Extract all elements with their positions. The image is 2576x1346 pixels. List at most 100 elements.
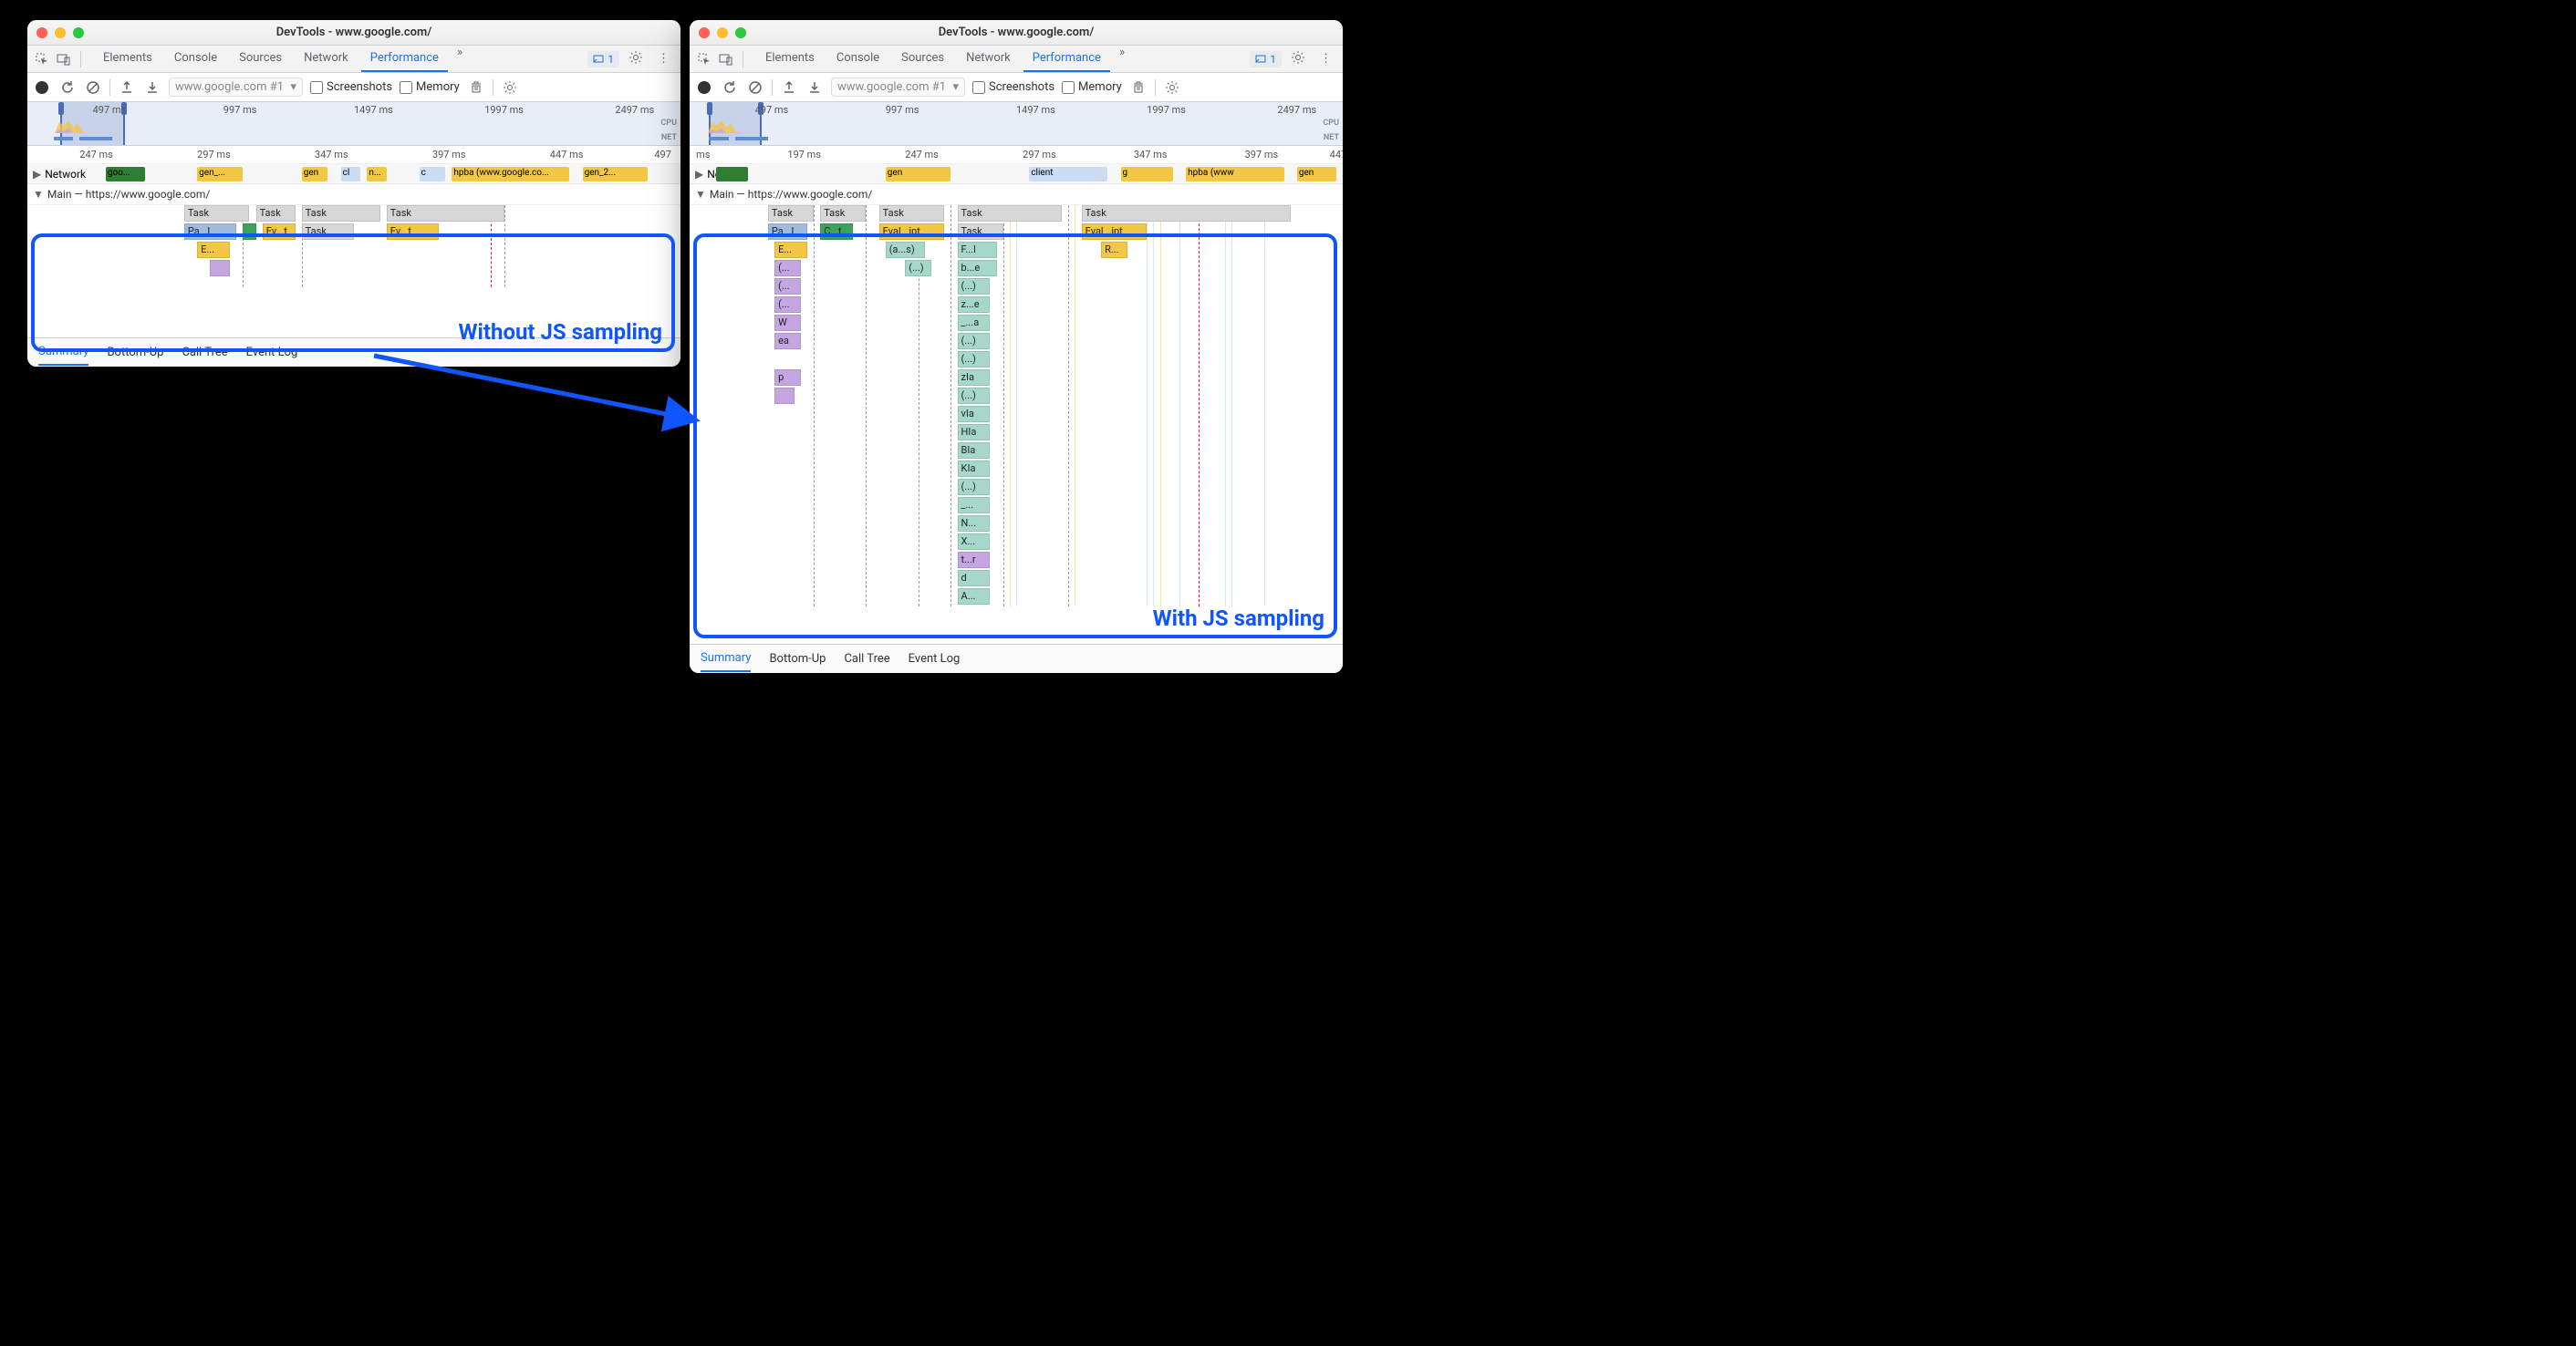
recording-selector[interactable]: www.google.com #1 bbox=[831, 78, 965, 97]
flame-block[interactable]: BIa bbox=[958, 442, 991, 459]
tab-bottomup[interactable]: Bottom-Up bbox=[107, 340, 163, 365]
network-row[interactable]: ▶ Network goo...gen_...gencln...chpba (w… bbox=[27, 164, 680, 184]
flame-block[interactable]: HIa bbox=[958, 424, 991, 440]
flame-block[interactable]: (...) bbox=[958, 351, 991, 368]
flame-block[interactable]: Task bbox=[768, 205, 814, 222]
screenshots-checkbox[interactable]: Screenshots bbox=[310, 80, 392, 94]
flame-block[interactable]: _...a bbox=[958, 315, 991, 331]
flame-block[interactable]: (... bbox=[774, 278, 801, 295]
zoom-icon[interactable] bbox=[735, 27, 746, 38]
tab-elements[interactable]: Elements bbox=[94, 46, 161, 72]
inspect-icon[interactable] bbox=[695, 50, 713, 68]
flame-block[interactable]: t...r bbox=[958, 552, 991, 568]
issues-badge[interactable]: 1 bbox=[587, 51, 619, 67]
tab-eventlog[interactable]: Event Log bbox=[909, 647, 961, 671]
network-block[interactable]: gen bbox=[1297, 167, 1336, 181]
network-block[interactable]: gen bbox=[302, 167, 328, 181]
tab-sources[interactable]: Sources bbox=[892, 46, 953, 72]
gc-icon[interactable] bbox=[1129, 78, 1148, 97]
flame-block[interactable]: Task bbox=[387, 205, 504, 222]
minimize-icon[interactable] bbox=[55, 27, 66, 38]
download-icon[interactable] bbox=[143, 78, 161, 97]
recording-selector[interactable]: www.google.com #1 bbox=[169, 78, 303, 97]
network-block[interactable]: hpba (www.google.co... bbox=[452, 167, 569, 181]
more-tabs-icon[interactable]: » bbox=[452, 46, 468, 72]
upload-icon[interactable] bbox=[118, 78, 136, 97]
overview-timeline[interactable]: CPU NET 497 ms997 ms1497 ms1997 ms2497 m… bbox=[690, 102, 1343, 146]
network-block[interactable]: gen bbox=[886, 167, 951, 181]
network-block[interactable]: cl bbox=[341, 167, 360, 181]
flame-block[interactable]: _... bbox=[958, 497, 991, 513]
network-block[interactable]: gen_... bbox=[197, 167, 243, 181]
reload-button[interactable] bbox=[721, 78, 739, 97]
flame-block[interactable]: N... bbox=[958, 515, 991, 532]
tab-sources[interactable]: Sources bbox=[230, 46, 291, 72]
network-block[interactable]: client bbox=[1029, 167, 1107, 181]
tab-network[interactable]: Network bbox=[957, 46, 1020, 72]
more-tabs-icon[interactable]: » bbox=[1114, 46, 1130, 72]
expand-icon[interactable]: ▶ bbox=[695, 168, 703, 181]
screenshots-checkbox[interactable]: Screenshots bbox=[972, 80, 1054, 94]
flame-block[interactable]: (...) bbox=[958, 388, 991, 404]
tab-network[interactable]: Network bbox=[295, 46, 358, 72]
flame-block[interactable]: Ev...t bbox=[387, 223, 439, 240]
flame-chart-left[interactable]: TaskTaskTaskTaskPa...LEv...tTaskEv...tE.… bbox=[27, 205, 680, 287]
overview-timeline[interactable]: CPU NET 497 ms997 ms1497 ms1997 ms2497 m… bbox=[27, 102, 680, 146]
record-button[interactable] bbox=[33, 78, 51, 97]
flame-block[interactable]: Task bbox=[958, 223, 1003, 240]
flame-block[interactable]: d bbox=[958, 570, 991, 586]
flame-block[interactable]: Eval...ipt bbox=[1082, 223, 1148, 240]
flame-block[interactable]: X... bbox=[958, 533, 991, 550]
network-block[interactable]: gen_2... bbox=[583, 167, 649, 181]
flame-chart-right[interactable]: TaskTaskTaskTaskTaskPa...LC...tEval...ip… bbox=[690, 205, 1343, 606]
flame-block[interactable]: E... bbox=[197, 242, 230, 258]
flame-block[interactable]: b...e bbox=[958, 260, 997, 276]
record-button[interactable] bbox=[695, 78, 713, 97]
flame-block[interactable]: (...) bbox=[958, 333, 991, 349]
tab-bottomup[interactable]: Bottom-Up bbox=[769, 647, 826, 671]
device-toggle-icon[interactable] bbox=[55, 50, 73, 68]
flame-block[interactable]: Task bbox=[1082, 205, 1291, 222]
tab-console[interactable]: Console bbox=[827, 46, 888, 72]
network-row[interactable]: ▶ Network genclientghpba (wwwgen bbox=[690, 164, 1343, 184]
memory-checkbox[interactable]: Memory bbox=[1062, 80, 1122, 94]
settings-icon[interactable] bbox=[1285, 50, 1311, 68]
flame-block[interactable]: Pa...L bbox=[768, 223, 807, 240]
flame-block[interactable]: zIa bbox=[958, 369, 991, 386]
flame-block[interactable]: Ev...t bbox=[263, 223, 296, 240]
capture-settings-icon[interactable] bbox=[501, 78, 519, 97]
flame-block[interactable]: (...) bbox=[958, 479, 991, 495]
tab-console[interactable]: Console bbox=[165, 46, 226, 72]
gc-icon[interactable] bbox=[467, 78, 485, 97]
tab-eventlog[interactable]: Event Log bbox=[246, 340, 298, 365]
memory-checkbox[interactable]: Memory bbox=[400, 80, 460, 94]
flame-block[interactable]: W bbox=[774, 315, 801, 331]
flame-block[interactable]: (...) bbox=[958, 278, 991, 295]
flame-block[interactable]: Task bbox=[879, 205, 945, 222]
clear-button[interactable] bbox=[84, 78, 102, 97]
download-icon[interactable] bbox=[805, 78, 824, 97]
flame-block[interactable]: (... bbox=[774, 260, 801, 276]
menu-icon[interactable]: ⋮ bbox=[1314, 52, 1337, 66]
expand-icon[interactable]: ▶ bbox=[33, 168, 41, 181]
flame-block[interactable]: C...t bbox=[820, 223, 853, 240]
minimize-icon[interactable] bbox=[717, 27, 728, 38]
network-block[interactable]: n... bbox=[367, 167, 386, 181]
network-block[interactable]: g bbox=[1121, 167, 1173, 181]
tab-summary[interactable]: Summary bbox=[701, 646, 751, 672]
flame-block[interactable]: (...) bbox=[905, 260, 931, 276]
settings-icon[interactable] bbox=[623, 50, 649, 68]
flame-block[interactable]: (a...s) bbox=[886, 242, 925, 258]
flame-block[interactable]: p bbox=[774, 369, 801, 386]
clear-button[interactable] bbox=[746, 78, 764, 97]
flame-block[interactable]: Pa...L bbox=[184, 223, 236, 240]
tab-performance[interactable]: Performance bbox=[361, 46, 448, 72]
flame-block[interactable] bbox=[210, 260, 229, 276]
flame-block[interactable]: Task bbox=[256, 205, 296, 222]
network-block[interactable]: hpba (www bbox=[1186, 167, 1283, 181]
close-icon[interactable] bbox=[699, 27, 710, 38]
tab-elements[interactable]: Elements bbox=[756, 46, 824, 72]
flame-block[interactable]: KIa bbox=[958, 461, 991, 477]
main-header[interactable]: ▼ Main — https://www.google.com/ bbox=[690, 184, 1343, 205]
flame-block[interactable]: Eval...ipt bbox=[879, 223, 945, 240]
